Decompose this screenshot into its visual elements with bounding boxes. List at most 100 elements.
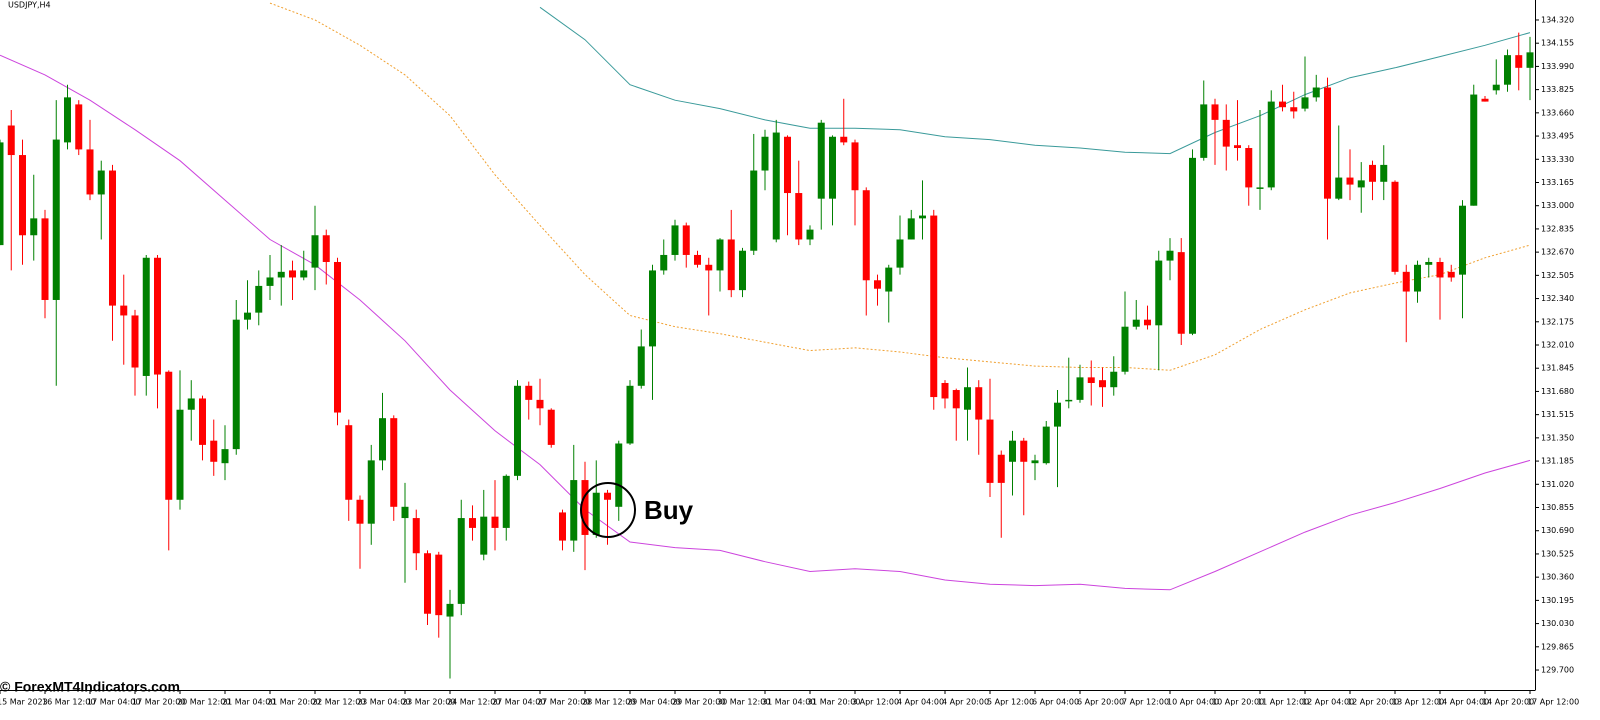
indicator-line — [539, 6, 1531, 155]
candle-body — [480, 516, 488, 555]
candle-body — [1144, 319, 1151, 326]
candle-body — [525, 385, 533, 400]
candle-body — [649, 270, 656, 347]
y-tick-label: 130.525 — [1541, 549, 1574, 558]
candle-body — [7, 125, 15, 156]
candle-body — [907, 218, 915, 240]
candle-body — [109, 170, 116, 306]
buy-label: Buy — [644, 495, 694, 525]
candle-body — [232, 319, 240, 450]
y-tick-label: 132.175 — [1541, 317, 1574, 326]
candle-body — [502, 475, 510, 528]
candle-body — [930, 215, 938, 398]
y-tick-label: 133.660 — [1541, 108, 1574, 117]
x-tick-label: 4 Apr 04:00 — [897, 698, 944, 707]
candle-body — [1042, 426, 1050, 464]
x-tick-label: 21 Mar 04:00 — [222, 698, 275, 707]
y-tick-label: 133.495 — [1541, 132, 1574, 141]
candle-body — [547, 409, 555, 445]
candle-body — [491, 516, 499, 528]
candle-body — [1076, 377, 1084, 400]
candle-body — [322, 235, 330, 262]
candle-body — [986, 419, 994, 483]
candle-body — [1256, 187, 1264, 189]
candle-body — [1504, 55, 1511, 85]
x-tick-label: 4 Apr 20:00 — [942, 698, 989, 707]
candles — [0, 32, 1534, 679]
candle-body — [1132, 319, 1140, 327]
y-tick-label: 131.020 — [1541, 480, 1574, 489]
candle-body — [806, 229, 814, 240]
y-tick-label: 130.690 — [1541, 526, 1574, 535]
y-tick-label: 129.700 — [1541, 666, 1574, 675]
candle-body — [424, 553, 431, 614]
candle-body — [1189, 157, 1196, 334]
y-tick-label: 130.030 — [1541, 619, 1574, 628]
candle-body — [289, 270, 296, 278]
x-tick-label: 7 Apr 12:00 — [1122, 698, 1169, 707]
x-tick-label: 17 Mar 20:00 — [132, 698, 185, 707]
x-tick-label: 29 Mar 20:00 — [672, 698, 725, 707]
x-tick-label: 16 Mar 12:00 — [42, 698, 95, 707]
candle-body — [840, 136, 848, 143]
candle-body — [1335, 177, 1343, 199]
candle-body — [1481, 98, 1489, 102]
candle-body — [592, 492, 600, 535]
x-tick-label: 5 Apr 12:00 — [987, 698, 1034, 707]
candle-body — [862, 190, 870, 281]
candle-body — [52, 139, 60, 300]
candle-body — [1357, 180, 1365, 188]
candle-body — [1324, 87, 1331, 199]
candle-body — [1380, 164, 1388, 182]
candle-body — [919, 215, 926, 219]
candle-body — [187, 398, 195, 410]
candle-body — [727, 239, 735, 291]
x-tick-label: 12 Apr 20:00 — [1347, 698, 1399, 707]
x-tick-label: 23 Mar 04:00 — [357, 698, 410, 707]
y-tick-label: 132.505 — [1541, 271, 1574, 280]
x-tick-label: 13 Apr 12:00 — [1392, 698, 1444, 707]
candle-body — [1009, 440, 1016, 462]
candle-body — [75, 104, 83, 150]
candle-body — [1369, 164, 1376, 182]
candle-body — [97, 170, 105, 195]
candle-body — [1436, 261, 1444, 278]
y-tick-label: 134.155 — [1541, 39, 1574, 48]
candle-body — [221, 449, 229, 464]
candle-body — [716, 239, 724, 271]
candle-body — [1211, 104, 1219, 120]
candle-body — [637, 346, 645, 386]
candle-body — [446, 603, 454, 617]
y-tick-label: 132.340 — [1541, 294, 1574, 303]
candle-body — [1312, 87, 1320, 98]
candle-body — [142, 257, 150, 376]
candle-body — [176, 409, 184, 500]
candle-body — [19, 155, 26, 236]
candle-body — [1099, 380, 1106, 388]
candle-body — [660, 254, 668, 271]
candle-body — [379, 418, 386, 461]
candle-body — [1087, 377, 1095, 383]
candle-body — [514, 385, 521, 476]
y-tick-label: 134.320 — [1541, 15, 1574, 24]
candle-body — [469, 518, 476, 528]
candle-body — [772, 132, 780, 240]
candle-body — [705, 264, 713, 271]
candle-body — [795, 193, 803, 240]
candle-body — [199, 398, 206, 445]
candle-body — [1470, 94, 1478, 206]
candle-body — [997, 454, 1005, 483]
y-tick-label: 133.000 — [1541, 201, 1574, 210]
candle-body — [165, 371, 173, 500]
candle-body — [1402, 271, 1410, 292]
y-tick-label: 129.865 — [1541, 642, 1574, 651]
candle-body — [255, 285, 263, 313]
candle-body — [356, 499, 364, 524]
x-tick-label: 6 Apr 04:00 — [1032, 698, 1079, 707]
candle-body — [244, 312, 251, 320]
candle-body — [1200, 104, 1208, 158]
x-tick-label: 27 Mar 04:00 — [492, 698, 545, 707]
y-tick-label: 132.835 — [1541, 224, 1574, 233]
x-tick-label: 17 Apr 12:00 — [1527, 698, 1579, 707]
